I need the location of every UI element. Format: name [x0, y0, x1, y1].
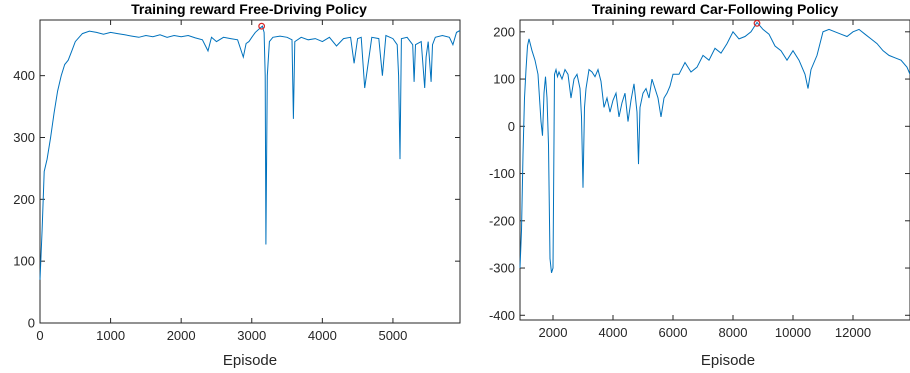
x-tick-label: 5000: [378, 328, 407, 343]
max-marker: [753, 19, 761, 27]
series-line-reward: [39, 25, 461, 280]
series-line-reward: [519, 21, 910, 273]
y-tick-label: 400: [13, 68, 35, 83]
y-tick-label: 200: [493, 24, 515, 39]
max-marker: [258, 22, 266, 30]
x-tick-label: 4000: [599, 325, 628, 340]
chart-title: Training reward Car-Following Policy: [592, 1, 839, 17]
plot-area: [39, 19, 461, 324]
x-tick-label: 0: [36, 328, 43, 343]
y-tick-label: 0: [508, 119, 515, 134]
x-tick-label: 2000: [539, 325, 568, 340]
x-tick-label: 2000: [167, 328, 196, 343]
y-tick-label: 100: [493, 72, 515, 87]
x-tick-label: 12000: [835, 325, 871, 340]
y-tick-label: 0: [28, 316, 35, 331]
x-tick-label: 1000: [96, 328, 125, 343]
y-tick-label: -100: [489, 166, 515, 181]
x-tick-label: 8000: [719, 325, 748, 340]
x-axis-label: Episode: [701, 352, 755, 369]
chart-title: Training reward Free-Driving Policy: [131, 1, 367, 17]
y-tick-label: 200: [13, 192, 35, 207]
x-tick-label: 4000: [308, 328, 337, 343]
chart-car-following: Training reward Car-Following Policy 200…: [489, 1, 910, 369]
x-tick-label: 10000: [775, 325, 811, 340]
plot-area: [519, 19, 910, 321]
tick-group: 2000 4000 6000 8000 10000 12000-400-300-200-1…: [489, 20, 910, 340]
x-axis-label: Episode: [223, 352, 277, 369]
y-tick-label: -300: [489, 261, 515, 276]
x-tick-label: 6000: [659, 325, 688, 340]
y-tick-label: -200: [489, 213, 515, 228]
y-tick-label: 300: [13, 130, 35, 145]
y-tick-label: -400: [489, 308, 515, 323]
tick-group: 0 1000 2000 3000 4000 5000 0 100 200 300 400: [13, 20, 460, 343]
chart-free-driving: Training reward Free-Driving Policy 0 100…: [13, 1, 461, 369]
y-tick-label: 100: [13, 254, 35, 269]
x-tick-label: 3000: [237, 328, 266, 343]
